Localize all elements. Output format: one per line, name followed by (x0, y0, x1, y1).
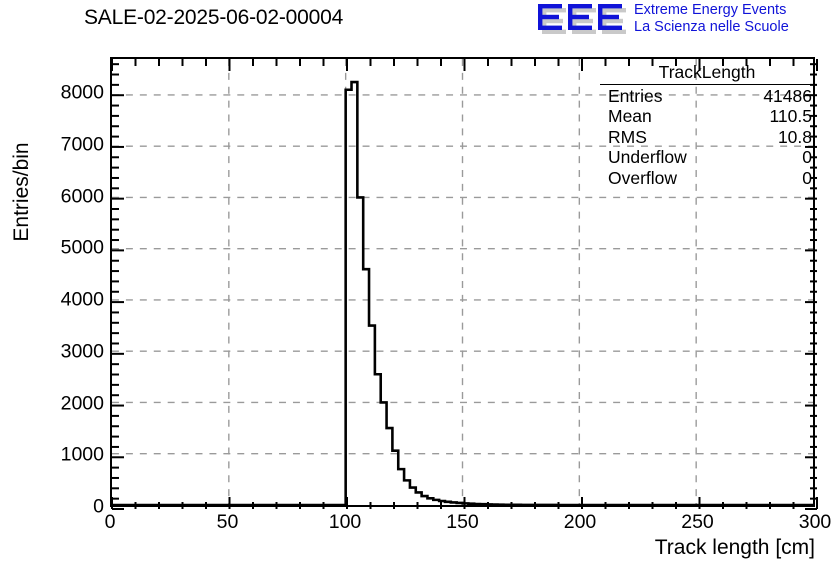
y-tick-label: 0 (93, 495, 104, 518)
y-tick-label: 4000 (60, 288, 104, 311)
stats-box-rows: Entries 41486 Mean 110.5 RMS 10.8 Underflow 0 Ov… (600, 86, 814, 189)
eee-logo: Extreme Energy Events La Scienza nelle S… (536, 2, 834, 37)
stats-row: RMS 10.8 (600, 127, 814, 148)
eee-logo-line2: La Scienza nelle Scuole (634, 18, 789, 35)
y-tick-label: 6000 (60, 185, 104, 208)
x-tick-label: 300 (798, 511, 832, 533)
axis-ticks (111, 59, 818, 510)
stats-row-value: 41486 (763, 85, 812, 106)
y-tick-label: 1000 (60, 443, 104, 466)
stats-row: Mean 110.5 (600, 106, 814, 127)
stats-row-value: 0 (802, 167, 812, 188)
stats-box-divider (600, 83, 814, 85)
stats-row-label: Overflow (608, 167, 678, 188)
stats-row-value: 0 (802, 147, 812, 168)
page-title: SALE-02-2025-06-02-00004 (84, 6, 344, 29)
y-tick-label: 3000 (60, 340, 104, 363)
stats-row-label: Mean (608, 106, 652, 127)
x-tick-label: 250 (681, 511, 714, 533)
stats-row-label: Underflow (608, 147, 687, 168)
plot-frame (110, 57, 818, 510)
x-tick-label: 100 (328, 511, 362, 533)
y-tick-label: 8000 (60, 81, 104, 104)
y-axis-tick-labels: 0 1000 2000 3000 4000 5000 6000 7000 8000 (0, 57, 104, 518)
x-tick-label: 200 (563, 511, 597, 533)
eee-logo-text: Extreme Energy Events La Scienza nelle S… (634, 2, 789, 35)
x-axis-title: Track length [cm] (654, 536, 815, 559)
stats-row-value: 10.8 (777, 126, 812, 147)
stats-row-label: Entries (608, 85, 663, 106)
y-tick-label: 5000 (60, 236, 104, 259)
x-tick-label: 50 (216, 511, 239, 533)
y-tick-label: 7000 (60, 133, 104, 156)
x-tick-label: 150 (446, 511, 479, 533)
histogram-series (112, 80, 813, 505)
stats-box-title: TrackLength (658, 62, 756, 82)
stats-row-label: RMS (608, 126, 647, 147)
x-tick-label: 0 (104, 511, 116, 533)
eee-logo-icon (538, 4, 626, 34)
stats-row: Entries 41486 (600, 86, 814, 107)
stats-row-value: 110.5 (769, 106, 813, 127)
stats-box: TrackLength Entries 41486 Mean 110.5 RMS 10.8… (600, 62, 814, 189)
y-tick-label: 2000 (60, 392, 104, 415)
x-axis-tick-labels: 0 50 100 150 200 250 300 (105, 511, 832, 537)
stats-row: Underflow 0 (600, 147, 814, 168)
stats-row: Overflow 0 (600, 168, 814, 189)
eee-logo-line1: Extreme Energy Events (634, 2, 787, 18)
